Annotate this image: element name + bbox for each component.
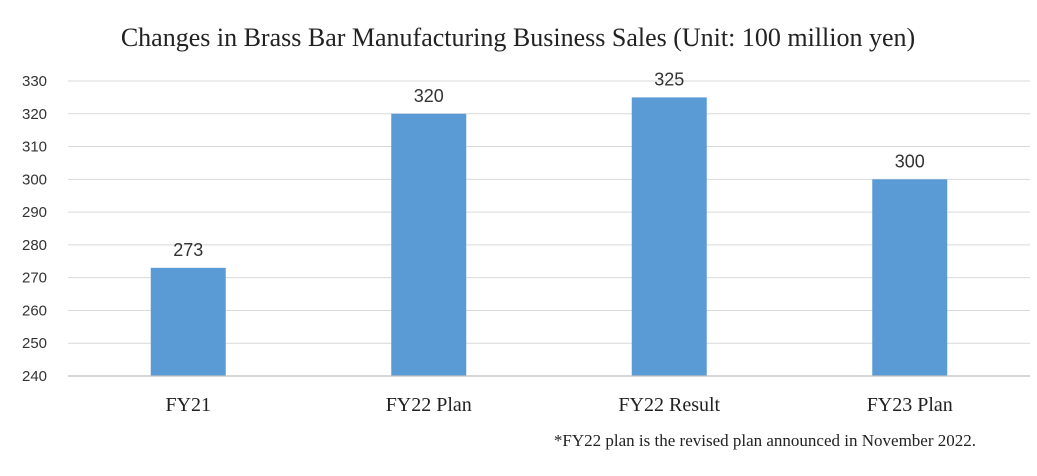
chart-title: Changes in Brass Bar Manufacturing Busin… [121, 23, 915, 52]
y-tick-label: 240 [22, 368, 47, 385]
y-tick-label: 290 [22, 204, 47, 221]
y-tick-label: 320 [22, 106, 47, 123]
data-labels: 273 320 325 300 [173, 69, 925, 259]
y-axis-ticks: 240 250 260 270 280 290 300 310 320 330 [22, 73, 47, 385]
bar [631, 97, 707, 376]
data-label: 273 [173, 240, 203, 260]
x-tick-label: FY22 Plan [386, 394, 472, 416]
y-tick-label: 310 [22, 139, 47, 156]
y-tick-label: 280 [22, 237, 47, 254]
gridlines [68, 80, 1030, 344]
footnote: *FY22 plan is the revised plan announced… [554, 431, 976, 450]
x-tick-label: FY23 Plan [867, 394, 953, 416]
y-tick-label: 260 [22, 302, 47, 319]
data-label: 300 [895, 151, 925, 171]
y-tick-label: 250 [22, 335, 47, 352]
bars [150, 97, 948, 377]
data-label: 320 [414, 86, 444, 106]
x-tick-label: FY22 Result [618, 394, 720, 416]
bar [872, 179, 948, 376]
y-tick-label: 300 [22, 171, 47, 188]
bar [391, 113, 467, 377]
y-tick-label: 330 [22, 73, 47, 90]
x-tick-label: FY21 [165, 394, 211, 416]
data-label: 325 [654, 69, 684, 89]
bar [150, 267, 226, 376]
x-axis-ticks: FY21 FY22 Plan FY22 Result FY23 Plan [165, 394, 952, 416]
y-tick-label: 270 [22, 270, 47, 287]
